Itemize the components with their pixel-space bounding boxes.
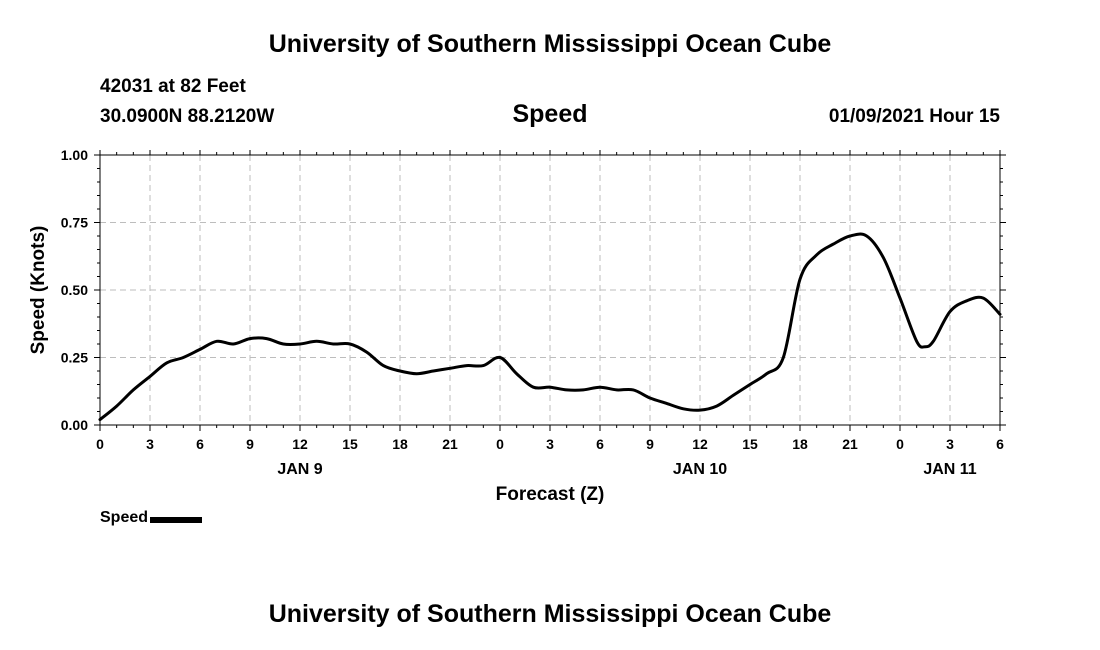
legend-label: Speed (100, 509, 149, 526)
x-tick-label: 6 (996, 436, 1004, 452)
series-layer (98, 232, 1002, 422)
legend: Speed (100, 509, 203, 527)
x-tick-label: 3 (546, 436, 554, 452)
x-tick-label: 15 (742, 436, 758, 452)
x-tick-label: 21 (442, 436, 458, 452)
x-tick-label: 12 (692, 436, 708, 452)
x-tick-label: 9 (646, 436, 654, 452)
x-tick-label: 21 (842, 436, 858, 452)
date-label: JAN 9 (277, 461, 322, 478)
y-tick-label: 0.25 (61, 350, 88, 366)
y-tick-label: 0.00 (61, 417, 88, 433)
chart-title: University of Southern Mississippi Ocean… (268, 30, 832, 58)
x-tick-label: 6 (596, 436, 604, 452)
footer-title: University of Southern Mississippi Ocean… (268, 600, 832, 628)
y-tick-label: 0.50 (61, 282, 88, 298)
x-tick-label: 3 (946, 436, 954, 452)
date-label: JAN 11 (923, 461, 976, 478)
series-line-speed (98, 232, 1002, 422)
x-tick-label: 3 (146, 436, 154, 452)
coordinates-label: 30.0900N 88.2120W (100, 106, 275, 127)
x-tick-label: 0 (896, 436, 904, 452)
x-tick-label: 15 (342, 436, 358, 452)
x-tick-label: 0 (496, 436, 504, 452)
y-tick-label: 1.00 (61, 147, 88, 163)
x-tick-label: 12 (292, 436, 308, 452)
x-tick-label: 0 (96, 436, 104, 452)
x-tick-label: 18 (392, 436, 408, 452)
y-axis-title: Speed (Knots) (28, 226, 49, 355)
grid-lines (100, 155, 1000, 425)
timestamp-label: 01/09/2021 Hour 15 (828, 106, 1000, 127)
station-label: 42031 at 82 Feet (100, 76, 246, 97)
axis-ticks: 0 3 6 9 12 15 18 21 0 3 6 9 12 15 18 21 0 3 6 JAN 9 JAN 10 JA… (61, 147, 1006, 478)
x-tick-label: 9 (246, 436, 254, 452)
x-tick-label: 6 (196, 436, 204, 452)
date-label: JAN 10 (673, 461, 727, 478)
panel-title: Speed (512, 100, 588, 128)
y-tick-label: 0.75 (61, 215, 88, 231)
x-axis-title: Forecast (Z) (496, 484, 605, 505)
legend-swatch (150, 516, 203, 523)
x-tick-label: 18 (792, 436, 808, 452)
